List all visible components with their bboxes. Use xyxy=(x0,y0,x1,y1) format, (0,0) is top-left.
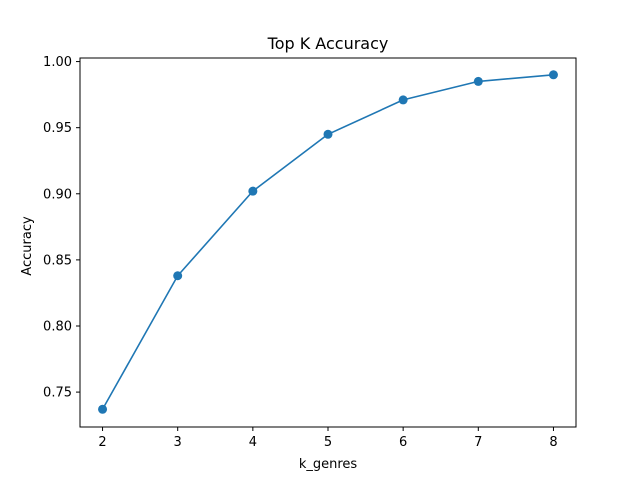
axes-frame xyxy=(79,57,577,428)
plot-area: 2 3 4 5 6 7 8 0.75 0.80 0.85 0.90 0.95 1.00 xyxy=(43,55,558,450)
x-tick-label: 7 xyxy=(474,435,482,450)
y-tick-label: 0.85 xyxy=(43,253,72,268)
y-tick-label: 0.95 xyxy=(43,121,72,136)
x-tick-label: 4 xyxy=(249,435,257,450)
x-axis-title: k_genres xyxy=(299,457,358,472)
data-point xyxy=(323,129,333,139)
data-point xyxy=(473,76,483,86)
x-tick-label: 6 xyxy=(399,435,407,450)
x-tick-label: 8 xyxy=(549,435,557,450)
data-point xyxy=(98,404,108,414)
x-tick-label: 2 xyxy=(98,435,106,450)
data-point xyxy=(248,186,258,196)
y-tick-label: 0.75 xyxy=(43,386,72,401)
y-axis-title: Accuracy xyxy=(20,216,35,276)
y-tick-label: 0.80 xyxy=(43,319,72,334)
chart-title: Top K Accuracy xyxy=(267,34,389,53)
data-point xyxy=(398,95,408,105)
x-tick-label: 5 xyxy=(324,435,332,450)
y-tick-label: 0.90 xyxy=(43,187,72,202)
data-point xyxy=(548,70,558,80)
y-tick-label: 1.00 xyxy=(43,55,72,70)
x-tick-label: 3 xyxy=(174,435,182,450)
data-point xyxy=(173,271,183,281)
